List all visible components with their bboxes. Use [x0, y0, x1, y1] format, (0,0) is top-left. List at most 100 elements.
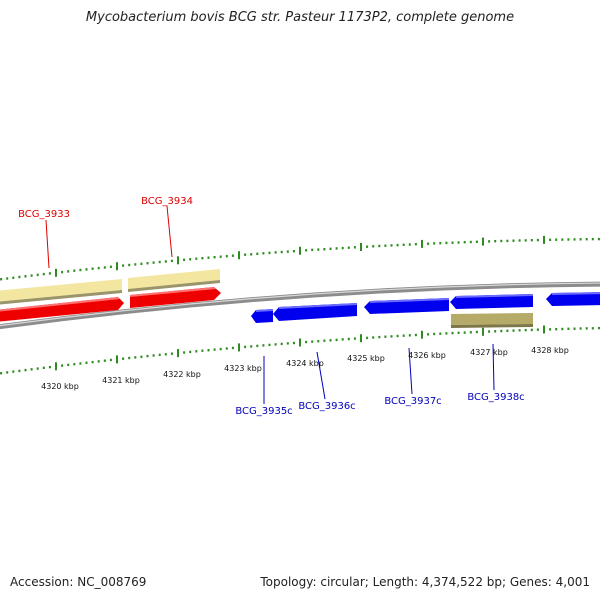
- minor-tick: [18, 369, 21, 373]
- minor-tick: [6, 277, 9, 280]
- genome-backbone-highlight: [0, 282, 600, 327]
- major-tick: [421, 239, 423, 248]
- minor-tick: [12, 370, 15, 373]
- minor-tick: [128, 263, 131, 267]
- minor-tick: [317, 248, 320, 251]
- minor-tick: [262, 252, 265, 255]
- minor-tick: [323, 339, 326, 342]
- minor-tick: [207, 256, 210, 259]
- gene-arrow-bcg-3938c[interactable]: [450, 294, 533, 309]
- minor-tick: [274, 251, 277, 254]
- gene-label-bcg-3936c[interactable]: BCG_3936c: [298, 401, 355, 412]
- leader-bcg-3937c: [408, 347, 413, 395]
- minor-tick: [189, 350, 192, 354]
- minor-tick: [463, 331, 466, 334]
- leader-bcg-3934: [166, 205, 173, 258]
- feature-bar-bcg-3933[interactable]: [0, 279, 122, 302]
- minor-tick: [61, 364, 64, 367]
- minor-tick: [79, 268, 82, 272]
- minor-tick: [244, 345, 247, 349]
- genome-summary-text: Topology: circular; Length: 4,374,522 bp…: [260, 575, 590, 589]
- minor-tick: [140, 262, 143, 265]
- minor-tick: [469, 240, 472, 244]
- gene-label-bcg-3938c[interactable]: BCG_3938c: [467, 392, 524, 403]
- minor-tick: [195, 350, 198, 353]
- minor-tick: [18, 275, 21, 279]
- scale-label: 4322 kbp: [163, 370, 201, 379]
- minor-tick: [250, 345, 253, 348]
- minor-tick: [67, 363, 70, 367]
- gene-label-bcg-3935c[interactable]: BCG_3935c: [235, 406, 292, 417]
- minor-tick: [439, 332, 442, 335]
- minor-tick: [42, 272, 45, 276]
- minor-tick: [280, 342, 283, 346]
- minor-tick: [6, 371, 9, 374]
- minor-tick: [347, 337, 350, 341]
- minor-tick: [500, 239, 503, 243]
- gene-arrow-bcg-3935c[interactable]: [251, 309, 273, 323]
- minor-tick: [286, 342, 289, 345]
- minor-tick: [85, 361, 88, 364]
- minor-tick: [262, 344, 265, 347]
- gene-label-bcg-3933[interactable]: BCG_3933: [18, 209, 70, 220]
- minor-tick: [12, 276, 15, 279]
- minor-tick: [311, 248, 314, 252]
- minor-tick: [268, 251, 271, 255]
- minor-tick: [164, 260, 167, 263]
- major-tick: [116, 262, 118, 271]
- minor-tick: [506, 329, 509, 332]
- minor-tick: [524, 328, 527, 332]
- minor-tick: [396, 243, 399, 247]
- minor-tick: [433, 242, 436, 245]
- minor-tick: [494, 240, 497, 243]
- minor-tick: [335, 338, 338, 342]
- minor-tick: [335, 247, 338, 250]
- gene-arrow-bcg-3934[interactable]: [130, 287, 221, 308]
- leader-bcg-3938c: [492, 343, 495, 391]
- minor-tick: [512, 239, 515, 242]
- minor-tick: [305, 249, 308, 252]
- minor-tick: [158, 260, 161, 264]
- minor-tick: [561, 327, 564, 331]
- gene-label-bcg-3937c[interactable]: BCG_3937c: [384, 396, 441, 407]
- major-tick: [299, 246, 301, 255]
- minor-tick: [48, 365, 51, 369]
- feature-bar-bcg-3938c[interactable]: [451, 313, 533, 325]
- minor-tick: [286, 250, 289, 253]
- major-tick: [543, 325, 545, 334]
- major-tick: [55, 268, 57, 277]
- minor-tick: [219, 347, 222, 351]
- minor-tick: [488, 240, 491, 243]
- minor-tick: [518, 239, 521, 242]
- minor-tick: [536, 328, 539, 331]
- gene-arrow-next[interactable]: [546, 292, 600, 306]
- gene-label-bcg-3934[interactable]: BCG_3934: [141, 196, 193, 207]
- minor-tick: [567, 238, 570, 241]
- feature-bar-bcg-3938c-edge: [451, 324, 533, 328]
- minor-tick: [97, 360, 100, 363]
- minor-tick: [372, 336, 375, 339]
- minor-tick: [475, 240, 478, 243]
- minor-tick: [244, 253, 247, 256]
- minor-tick: [30, 368, 33, 371]
- minor-tick: [585, 327, 588, 330]
- minor-tick: [189, 258, 192, 261]
- minor-tick: [207, 349, 210, 352]
- major-tick: [543, 235, 545, 244]
- major-tick: [238, 251, 240, 260]
- feature-bar-bcg-3934[interactable]: [128, 269, 220, 289]
- scale-label: 4323 kbp: [224, 364, 262, 373]
- scale-label: 4321 kbp: [102, 376, 140, 385]
- minor-tick: [170, 259, 173, 263]
- minor-tick: [555, 328, 558, 331]
- major-tick: [177, 349, 179, 358]
- minor-tick: [67, 270, 70, 273]
- gene-arrow-bcg-3933[interactable]: [0, 297, 124, 322]
- leader-bcg-3933: [45, 219, 50, 269]
- scale-label: 4324 kbp: [286, 359, 324, 368]
- minor-tick: [122, 357, 125, 360]
- minor-tick: [591, 237, 594, 241]
- minor-tick: [396, 334, 399, 338]
- minor-tick: [475, 330, 478, 334]
